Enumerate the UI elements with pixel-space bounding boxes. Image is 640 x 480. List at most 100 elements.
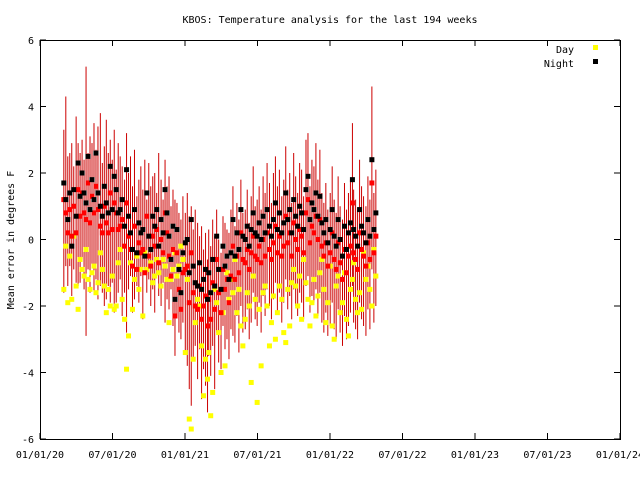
night-point bbox=[195, 283, 201, 289]
mean-point bbox=[373, 233, 379, 239]
mean-point bbox=[144, 213, 150, 219]
night-point bbox=[144, 190, 150, 196]
mean-point bbox=[205, 323, 211, 329]
night-point bbox=[363, 240, 369, 246]
mean-point bbox=[297, 227, 303, 233]
day-point bbox=[115, 260, 121, 266]
day-point bbox=[75, 306, 81, 312]
night-point bbox=[291, 197, 297, 203]
night-point bbox=[182, 240, 188, 246]
night-point bbox=[361, 230, 367, 236]
night-point bbox=[276, 210, 282, 216]
night-point bbox=[208, 290, 214, 296]
night-point bbox=[242, 237, 248, 242]
night-point bbox=[341, 223, 347, 229]
mean-point bbox=[307, 240, 313, 246]
night-point bbox=[258, 237, 264, 242]
mean-point bbox=[321, 253, 327, 259]
mean-point bbox=[291, 220, 297, 226]
night-point bbox=[113, 187, 119, 193]
night-point bbox=[192, 280, 198, 286]
mean-point bbox=[250, 233, 256, 239]
day-point bbox=[274, 310, 280, 316]
y-tick-label: 6 bbox=[28, 36, 34, 47]
night-point bbox=[206, 270, 212, 276]
night-point bbox=[285, 217, 291, 223]
night-point bbox=[164, 210, 170, 216]
night-point bbox=[95, 190, 101, 196]
y-tick-label: -4 bbox=[22, 369, 34, 380]
day-point bbox=[214, 300, 220, 306]
day-point bbox=[315, 293, 321, 299]
mean-point bbox=[222, 286, 228, 292]
day-point bbox=[81, 273, 87, 279]
mean-point bbox=[208, 316, 214, 322]
mean-point bbox=[279, 253, 285, 259]
night-point bbox=[124, 167, 130, 173]
mean-point bbox=[160, 250, 166, 256]
mean-point bbox=[355, 266, 361, 272]
night-point bbox=[168, 256, 174, 262]
mean-point bbox=[210, 280, 216, 286]
legend-swatch-night bbox=[593, 59, 598, 64]
night-point bbox=[281, 220, 287, 226]
mean-point bbox=[176, 286, 182, 292]
mean-point bbox=[172, 313, 178, 319]
night-point bbox=[365, 217, 371, 223]
night-point bbox=[152, 223, 158, 229]
night-point bbox=[303, 187, 309, 193]
mean-point bbox=[91, 210, 97, 216]
night-point bbox=[170, 223, 176, 229]
night-point bbox=[248, 227, 254, 233]
day-point bbox=[93, 290, 99, 296]
mean-point bbox=[295, 246, 301, 252]
night-point bbox=[224, 253, 230, 259]
mean-point bbox=[301, 250, 307, 256]
mean-point bbox=[340, 276, 346, 282]
day-point bbox=[289, 280, 295, 286]
mean-point bbox=[126, 233, 132, 239]
night-point bbox=[212, 283, 218, 289]
day-point bbox=[186, 416, 192, 422]
y-tick-label: -2 bbox=[22, 302, 34, 313]
night-point bbox=[186, 270, 192, 276]
day-point bbox=[222, 363, 228, 369]
day-point bbox=[248, 379, 254, 385]
mean-point bbox=[359, 246, 365, 252]
night-point bbox=[347, 220, 353, 226]
mean-point bbox=[226, 300, 232, 306]
night-point bbox=[87, 207, 93, 213]
day-point bbox=[174, 273, 180, 279]
mean-point bbox=[87, 220, 93, 226]
mean-point bbox=[180, 270, 186, 276]
mean-point bbox=[188, 250, 194, 256]
day-point bbox=[258, 363, 264, 369]
y-tick-label: 2 bbox=[28, 169, 34, 180]
day-point bbox=[331, 336, 337, 342]
mean-point bbox=[119, 217, 125, 223]
day-point bbox=[136, 286, 142, 292]
day-point bbox=[119, 296, 125, 302]
mean-point bbox=[268, 256, 274, 262]
day-point bbox=[218, 370, 224, 375]
night-point bbox=[297, 203, 303, 209]
day-point bbox=[160, 256, 166, 262]
night-point bbox=[256, 220, 262, 226]
day-series bbox=[61, 233, 379, 432]
day-point bbox=[190, 356, 196, 362]
y-axis-ticks: -6 -4 -2 0 2 4 6 bbox=[22, 36, 620, 446]
x-tick-label: 07/01/22 bbox=[378, 450, 426, 461]
mean-point bbox=[276, 233, 282, 239]
night-series bbox=[61, 150, 379, 302]
x-tick-label: 07/01/23 bbox=[523, 450, 571, 461]
day-point bbox=[134, 253, 140, 259]
day-point bbox=[340, 300, 346, 306]
night-point bbox=[293, 213, 299, 219]
day-point bbox=[197, 303, 203, 309]
night-point bbox=[355, 243, 361, 249]
day-point bbox=[285, 286, 291, 292]
day-point bbox=[301, 256, 307, 262]
day-point bbox=[252, 296, 258, 302]
night-point bbox=[119, 197, 125, 203]
night-point bbox=[345, 230, 351, 236]
